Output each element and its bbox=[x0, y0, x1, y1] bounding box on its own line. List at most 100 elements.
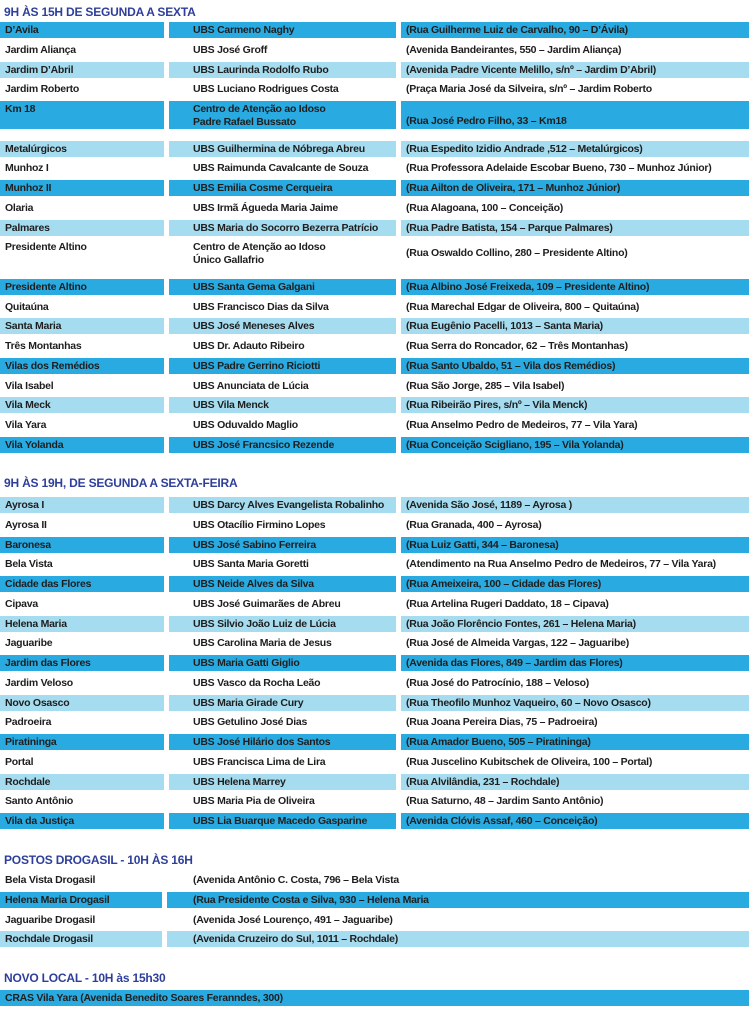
table-row: Munhoz I UBS Raimunda Cavalcante de Souza… bbox=[0, 160, 749, 180]
address-cell: (Avenida Padre Vicente Melillo, s/nº – J… bbox=[401, 61, 749, 78]
address-cell: (Rua Alvilândia, 231 – Rochdale) bbox=[401, 773, 749, 790]
location-cell: CRAS Vila Yara (Avenida Benedito Soares … bbox=[0, 990, 749, 1006]
neighborhood-cell: Santo Antônio bbox=[0, 793, 164, 809]
cell-text: (Rua José do Patrocínio, 188 – Veloso) bbox=[406, 676, 590, 689]
table-row: Santo Antônio UBS Maria Pia de Oliveira (R… bbox=[0, 793, 749, 813]
cell-text: Santo Antônio bbox=[5, 795, 74, 808]
table-row: Munhoz II UBS Emilia Cosme Cerqueira (Rua … bbox=[0, 180, 749, 200]
neighborhood-cell: Vilas dos Remédios bbox=[0, 357, 164, 374]
cell-text: Quitaúna bbox=[5, 300, 49, 313]
neighborhood-cell: Metalúrgicos bbox=[0, 140, 164, 157]
health-unit-cell: UBS José Francsico Rezende bbox=[169, 436, 396, 453]
address-cell: (Avenida São José, 1189 – Ayrosa ) bbox=[401, 497, 749, 513]
pharmacy-cell: Jaguaribe Drogasil bbox=[0, 912, 162, 928]
pharmacy-cell: Helena Maria Drogasil bbox=[0, 891, 162, 908]
address-cell: (Rua Albino José Freixeda, 109 – Preside… bbox=[401, 278, 749, 295]
neighborhood-cell: Cipava bbox=[0, 596, 164, 612]
neighborhood-cell: D’Avila bbox=[0, 22, 164, 38]
address-cell: (Atendimento na Rua Anselmo Pedro de Med… bbox=[401, 556, 749, 572]
cell-text: Vila Meck bbox=[5, 399, 51, 412]
cell-text: Munhoz II bbox=[5, 182, 52, 194]
neighborhood-cell: Quitaúna bbox=[0, 299, 164, 315]
neighborhood-cell: Ayrosa II bbox=[0, 517, 164, 533]
cell-text: Bela Vista bbox=[5, 558, 53, 571]
cell-text: UBS Francisca Lima de Lira bbox=[193, 755, 326, 768]
cell-text: Cidade das Flores bbox=[5, 578, 92, 590]
address-cell: (Rua Theofilo Munhoz Vaqueiro, 60 – Novo… bbox=[401, 694, 749, 711]
health-unit-cell: UBS Dr. Adauto Ribeiro bbox=[169, 338, 396, 354]
cell-text: (Rua José Pedro Filho, 33 – Km18 bbox=[406, 115, 567, 127]
table-row: Três Montanhas UBS Dr. Adauto Ribeiro (Rua… bbox=[0, 338, 749, 358]
neighborhood-cell: Munhoz II bbox=[0, 180, 164, 196]
table-row: Cidade das Flores UBS Neide Alves da Silv… bbox=[0, 576, 749, 596]
address-cell: (Rua Conceição Scigliano, 195 – Vila Yol… bbox=[401, 436, 749, 453]
health-unit-cell: UBS Anunciata de Lúcia bbox=[169, 378, 396, 394]
table-row: Olaria UBS Irmã Águeda Maria Jaime (Rua Al… bbox=[0, 200, 749, 220]
cell-text: UBS Santa Gema Galgani bbox=[193, 280, 315, 293]
neighborhood-cell: Olaria bbox=[0, 200, 164, 216]
health-unit-cell: UBS José Groff bbox=[169, 42, 396, 58]
neighborhood-cell: Três Montanhas bbox=[0, 338, 164, 354]
table-row: Jardim D’Abril UBS Laurinda Rodolfo Rubo (… bbox=[0, 61, 749, 82]
cell-text: (Rua São Jorge, 285 – Vila Isabel) bbox=[406, 379, 565, 392]
cell-text: Jardim das Flores bbox=[5, 657, 91, 669]
table-row: Rochdale Drogasil (Avenida Cruzeiro do Su… bbox=[0, 931, 749, 951]
health-unit-cell: UBS Otacílio Firmino Lopes bbox=[169, 517, 396, 533]
cell-text: Bela Vista Drogasil bbox=[5, 874, 96, 886]
section-title: 9H ÀS 19H, DE SEGUNDA A SEXTA-FEIRA bbox=[4, 476, 238, 490]
cell-text: Presidente Altino bbox=[5, 280, 87, 293]
neighborhood-cell: Cidade das Flores bbox=[0, 576, 164, 592]
cell-text: (Rua Alvilândia, 231 – Rochdale) bbox=[406, 775, 560, 788]
address-cell: (Avenida das Flores, 849 – Jardim das Fl… bbox=[401, 655, 749, 671]
table-row: Bela Vista UBS Santa Maria Goretti (Atendi… bbox=[0, 556, 749, 576]
health-unit-cell: UBS Maria Gatti Giglio bbox=[169, 655, 396, 671]
section-title: NOVO LOCAL - 10H às 15h30 bbox=[4, 971, 166, 985]
cell-text: (Rua Granada, 400 – Ayrosa) bbox=[406, 518, 542, 531]
address-cell: (Rua Santo Ubaldo, 51 – Vila dos Remédio… bbox=[401, 357, 749, 374]
table-row: Jardim Aliança UBS José Groff (Avenida Ban… bbox=[0, 42, 749, 62]
table-row: Helena Maria UBS Silvio João Luiz de Lúci… bbox=[0, 615, 749, 636]
health-unit-cell: UBS Santa Gema Galgani bbox=[169, 278, 396, 295]
table-row: Novo Osasco UBS Maria Girade Cury (Rua The… bbox=[0, 694, 749, 715]
cell-text: Jardim D’Abril bbox=[5, 63, 74, 76]
cell-text: Munhoz I bbox=[5, 162, 49, 175]
health-unit-cell: UBS Irmã Águeda Maria Jaime bbox=[169, 200, 396, 216]
cell-text: Km 18 bbox=[5, 103, 36, 115]
cell-text: (Rua Artelina Rugeri Daddato, 18 – Cipav… bbox=[406, 597, 609, 610]
cell-text: UBS Darcy Alves Evangelista Robalinho bbox=[193, 499, 385, 511]
cell-text: UBS Vasco da Rocha Leão bbox=[193, 676, 321, 689]
table-row: Santa Maria UBS José Meneses Alves (Rua Eu… bbox=[0, 318, 749, 338]
neighborhood-cell: Novo Osasco bbox=[0, 694, 164, 711]
health-unit-cell: UBS Vila Menck bbox=[169, 397, 396, 414]
health-unit-cell: UBS Padre Gerrino Riciotti bbox=[169, 357, 396, 374]
cell-text: UBS Francisco Dias da Silva bbox=[193, 300, 329, 313]
cell-text: (Rua Saturno, 48 – Jardim Santo Antônio) bbox=[406, 795, 604, 808]
cell-text: UBS Maria Girade Cury bbox=[193, 696, 304, 709]
health-unit-cell: UBS Maria Pia de Oliveira bbox=[169, 793, 396, 809]
cell-text: UBS José Guimarães de Abreu bbox=[193, 597, 341, 610]
cell-text: (Rua Eugênio Pacelli, 1013 – Santa Maria… bbox=[406, 320, 603, 333]
table-row: Piratininga UBS José Hilário dos Santos (R… bbox=[0, 734, 749, 754]
cell-text: Vila Yolanda bbox=[5, 438, 64, 451]
cell-text: (Rua Juscelino Kubitschek de Oliveira, 1… bbox=[406, 755, 653, 768]
cell-text: Jardim Aliança bbox=[5, 43, 76, 56]
cell-text: UBS José Hilário dos Santos bbox=[193, 736, 331, 748]
health-unit-cell: UBS Francisca Lima de Lira bbox=[169, 754, 396, 770]
cell-text: Presidente Altino bbox=[5, 241, 87, 254]
cell-text: UBS Padre Gerrino Riciotti bbox=[193, 359, 321, 372]
section-title: 9H ÀS 15H DE SEGUNDA A SEXTA bbox=[4, 5, 196, 19]
health-unit-cell: Centro de Atenção ao Idoso Único Gallafri… bbox=[169, 239, 396, 267]
cell-text: (Avenida Padre Vicente Melillo, s/nº – J… bbox=[406, 63, 656, 76]
health-unit-cell: UBS Maria Girade Cury bbox=[169, 694, 396, 711]
cell-text: (Rua Ailton de Oliveira, 171 – Munhoz Jú… bbox=[406, 182, 621, 194]
table-row: Quitaúna UBS Francisco Dias da Silva (Rua … bbox=[0, 299, 749, 319]
neighborhood-cell: Jardim Aliança bbox=[0, 42, 164, 58]
cell-text: (Rua Serra do Roncador, 62 – Três Montan… bbox=[406, 340, 628, 352]
address-cell: (Avenida Antônio C. Costa, 796 – Bela Vi… bbox=[167, 872, 749, 888]
neighborhood-cell: Palmares bbox=[0, 219, 164, 236]
cell-text: UBS Lia Buarque Macedo Gasparine bbox=[193, 815, 368, 827]
address-cell: (Rua Joana Pereira Dias, 75 – Padroeira) bbox=[401, 714, 749, 730]
cell-text: Rochdale bbox=[5, 775, 51, 788]
table-row: Baronesa UBS José Sabino Ferreira (Rua Lui… bbox=[0, 536, 749, 557]
cell-text: UBS Vila Menck bbox=[193, 399, 269, 412]
